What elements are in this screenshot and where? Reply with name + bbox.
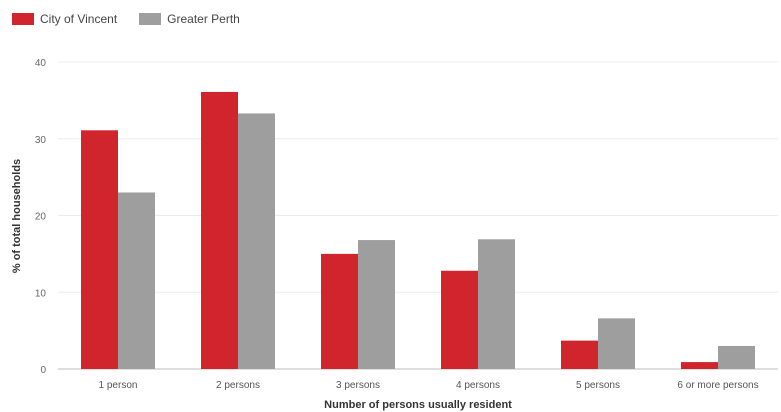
x-tick-label-4-persons: 4 persons bbox=[456, 380, 500, 391]
bar-greater-perth-6-or-more-persons[interactable] bbox=[718, 345, 755, 369]
bars bbox=[81, 91, 755, 370]
x-axis-title: Number of persons usually resident bbox=[324, 399, 512, 411]
bar-greater-perth-5-persons[interactable] bbox=[598, 318, 635, 369]
x-axis-ticks: 1 person 2 persons 3 persons 4 persons 5 per… bbox=[99, 380, 759, 391]
bar-greater-perth-1-person[interactable] bbox=[118, 192, 155, 369]
y-axis-ticks: 0 10 20 30 40 bbox=[35, 58, 47, 376]
y-tick-label-20: 20 bbox=[35, 212, 47, 223]
legend: City of Vincent Greater Perth bbox=[12, 9, 240, 29]
bar-city-of-vincent-2-persons[interactable] bbox=[201, 91, 238, 370]
bar-greater-perth-2-persons[interactable] bbox=[238, 113, 275, 369]
gridlines bbox=[58, 61, 778, 370]
legend-swatch-city-of-vincent bbox=[12, 13, 34, 25]
y-axis-title: % of total households bbox=[11, 159, 23, 273]
legend-label-greater-perth: Greater Perth bbox=[167, 12, 240, 26]
x-tick-label-6-or-more-persons: 6 or more persons bbox=[677, 380, 758, 391]
legend-label-city-of-vincent: City of Vincent bbox=[40, 12, 118, 26]
legend-swatch-greater-perth bbox=[139, 13, 162, 25]
y-tick-label-30: 30 bbox=[35, 135, 47, 146]
bar-city-of-vincent-5-persons[interactable] bbox=[561, 340, 598, 369]
y-tick-label-40: 40 bbox=[35, 58, 47, 69]
bar-greater-perth-4-persons[interactable] bbox=[478, 239, 515, 369]
bar-city-of-vincent-4-persons[interactable] bbox=[441, 270, 478, 369]
bar-city-of-vincent-6-or-more-persons[interactable] bbox=[681, 362, 718, 369]
y-tick-label-10: 10 bbox=[35, 288, 47, 299]
legend-item-greater-perth[interactable]: Greater Perth bbox=[139, 12, 240, 26]
bar-city-of-vincent-1-person[interactable] bbox=[81, 130, 118, 369]
bar-city-of-vincent-3-persons[interactable] bbox=[321, 253, 358, 369]
x-tick-label-1-person: 1 person bbox=[99, 380, 138, 391]
y-tick-label-0: 0 bbox=[40, 365, 46, 376]
x-tick-label-3-persons: 3 persons bbox=[336, 380, 380, 391]
x-tick-label-5-persons: 5 persons bbox=[576, 380, 620, 391]
x-tick-label-2-persons: 2 persons bbox=[216, 380, 260, 391]
legend-item-city-of-vincent[interactable]: City of Vincent bbox=[12, 12, 117, 26]
bar-greater-perth-3-persons[interactable] bbox=[358, 240, 395, 369]
